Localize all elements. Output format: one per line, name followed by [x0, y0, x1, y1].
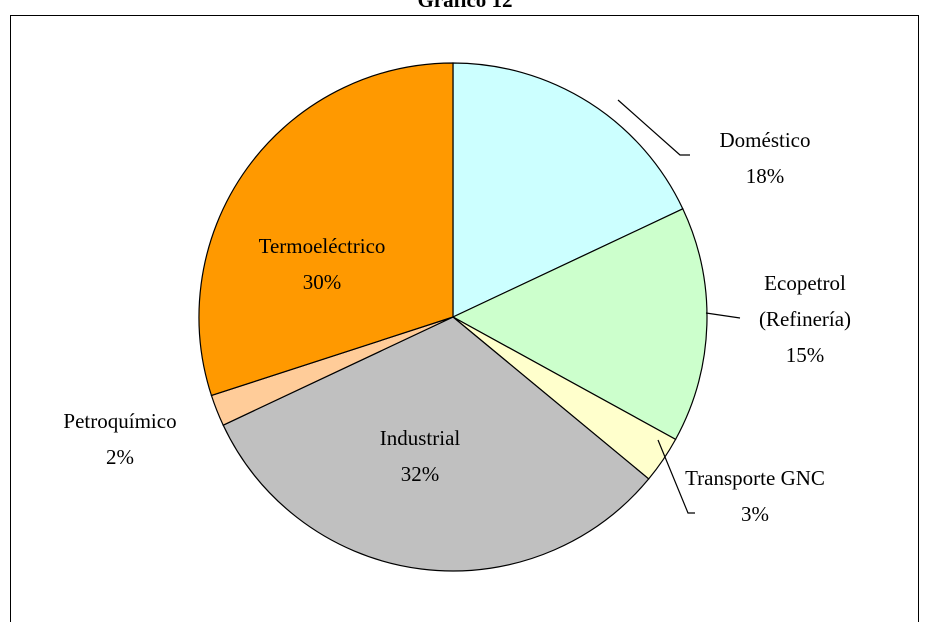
value-label: 30% [302, 270, 342, 294]
value-label: 15% [785, 343, 825, 367]
pie-slice [198, 62, 454, 397]
category-label: Doméstico [719, 128, 811, 152]
value-label: 3% [741, 502, 769, 526]
slice-label: Ecopetrol (Refinería) 15% [743, 265, 868, 373]
slice-label: Doméstico 18% [720, 122, 811, 194]
category-label: Transporte GNC [685, 466, 825, 490]
slice-label: Termoeléctrico 30% [259, 228, 386, 300]
leader-line [705, 312, 741, 319]
chart-frame [10, 15, 919, 622]
value-label: 18% [745, 164, 785, 188]
leader-line [617, 99, 690, 156]
category-label: Industrial [379, 426, 461, 450]
pie-slice [451, 208, 708, 441]
slice-label: Transporte GNC 3% [685, 460, 825, 532]
slice-label: Industrial 32% [380, 420, 460, 492]
pie [198, 62, 708, 572]
pie-slice [222, 316, 650, 572]
pie-slice [452, 62, 684, 318]
category-label: Ecopetrol (Refinería) [758, 271, 852, 331]
category-label: Petroquímico [63, 409, 177, 433]
value-label: 32% [400, 462, 440, 486]
slice-label: Petroquímico 2% [63, 403, 176, 475]
category-label: Termoeléctrico [258, 234, 386, 258]
value-label: 2% [106, 445, 134, 469]
leader-line [657, 439, 695, 514]
leader-lines [617, 99, 741, 514]
chart-title: Gráfico 12 [417, 0, 513, 12]
